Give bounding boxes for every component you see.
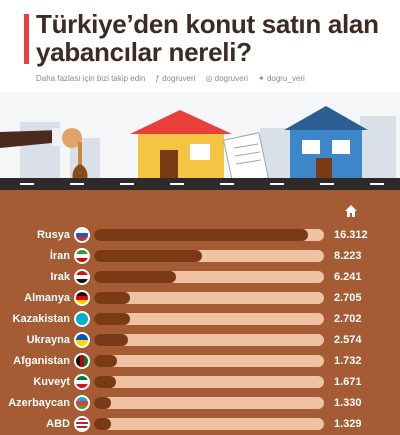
value-label: 16.312 <box>334 229 368 241</box>
bar-row: Afganistan 1.732 <box>0 352 400 370</box>
flag-icon <box>74 332 90 348</box>
value-label: 2.702 <box>334 313 362 325</box>
flag-icon <box>74 290 90 306</box>
bar <box>94 250 203 262</box>
twitter-icon: ✦ <box>258 74 265 83</box>
bar <box>94 313 130 325</box>
follow-text: Daha fazlası için bizi takip edin <box>36 74 146 83</box>
instagram-link[interactable]: ◎ dogruveri <box>205 74 248 86</box>
road <box>0 178 400 190</box>
flag-icon <box>74 416 90 432</box>
illustration <box>0 92 400 188</box>
bar-track <box>94 271 324 283</box>
bar-row: Azerbaycan 1.330 <box>0 394 400 412</box>
bar <box>94 271 177 283</box>
category-label: Ukrayna <box>26 334 70 346</box>
bar <box>94 397 112 409</box>
flag-icon <box>74 248 90 264</box>
road-marking <box>170 183 184 185</box>
category-label: Afganistan <box>13 355 70 367</box>
bar-row: İran 8.223 <box>0 247 400 265</box>
bar <box>94 229 309 241</box>
social-bar: Daha fazlası için bizi takip edin ƒ dogr… <box>36 74 396 86</box>
value-label: 1.732 <box>334 355 362 367</box>
bar <box>94 292 130 304</box>
category-label: Kuveyt <box>33 376 70 388</box>
bar-row: Kuveyt 1.671 <box>0 373 400 391</box>
bar <box>94 418 112 430</box>
flag-icon <box>74 269 90 285</box>
bar-row: ABD 1.329 <box>0 415 400 433</box>
value-label: 1.329 <box>334 418 362 430</box>
bar-row: Almanya 2.705 <box>0 289 400 307</box>
category-label: Kazakistan <box>12 313 70 325</box>
twitter-link[interactable]: ✦ dogru_veri <box>258 74 305 86</box>
title-accent-bar <box>24 14 29 64</box>
bar-track <box>94 355 324 367</box>
house-icon <box>345 205 357 217</box>
value-label: 8.223 <box>334 250 362 262</box>
contract-document-icon <box>223 132 269 186</box>
value-label: 1.671 <box>334 376 362 388</box>
bar-track <box>94 418 324 430</box>
page-title: Türkiye’den konut satın alan yabancılar … <box>36 9 379 67</box>
blue-house-icon <box>284 106 368 180</box>
instagram-handle: dogruveri <box>214 74 249 83</box>
bar-row: Ukrayna 2.574 <box>0 331 400 349</box>
flag-icon <box>74 374 90 390</box>
bar <box>94 376 116 388</box>
road-marking <box>120 183 134 185</box>
bar-row: Kazakistan 2.702 <box>0 310 400 328</box>
bar <box>94 334 128 346</box>
value-label: 6.241 <box>334 271 362 283</box>
bar-track <box>94 397 324 409</box>
value-label: 1.330 <box>334 397 362 409</box>
flag-icon <box>74 311 90 327</box>
bar-track <box>94 313 324 325</box>
flag-icon <box>74 227 90 243</box>
bar-track <box>94 334 324 346</box>
road-marking <box>20 183 34 185</box>
road-marking <box>220 183 234 185</box>
road-marking <box>370 183 384 185</box>
facebook-link[interactable]: ƒ dogruveri <box>155 74 195 86</box>
bar-track <box>94 250 324 262</box>
road-marking <box>70 183 84 185</box>
yellow-house-icon <box>130 110 232 180</box>
category-label: Azerbaycan <box>8 397 70 409</box>
value-label: 2.574 <box>334 334 362 346</box>
bar-track <box>94 292 324 304</box>
category-label: İran <box>49 250 70 262</box>
road-marking <box>320 183 334 185</box>
flag-icon <box>74 353 90 369</box>
flag-icon <box>74 395 90 411</box>
category-label: ABD <box>46 418 70 430</box>
twitter-handle: dogru_veri <box>266 74 305 83</box>
bar-row: Irak 6.241 <box>0 268 400 286</box>
facebook-handle: dogruveri <box>162 74 196 83</box>
category-label: Almanya <box>24 292 70 304</box>
instagram-icon: ◎ <box>205 74 213 83</box>
bar <box>94 355 117 367</box>
road-marking <box>270 183 284 185</box>
bar-track <box>94 376 324 388</box>
category-label: Irak <box>50 271 70 283</box>
bar-track <box>94 229 324 241</box>
facebook-icon: ƒ <box>155 74 160 83</box>
value-label: 2.705 <box>334 292 362 304</box>
bar-row: Rusya 16.312 <box>0 226 400 244</box>
category-label: Rusya <box>36 229 70 241</box>
